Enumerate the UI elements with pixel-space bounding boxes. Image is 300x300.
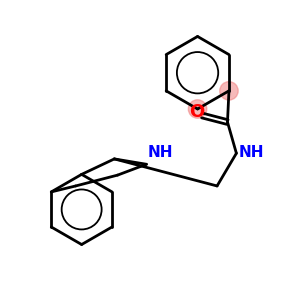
Circle shape <box>188 100 207 118</box>
Circle shape <box>220 82 238 100</box>
Text: NH: NH <box>148 145 173 160</box>
Text: O: O <box>189 103 205 121</box>
Text: NH: NH <box>239 145 264 160</box>
